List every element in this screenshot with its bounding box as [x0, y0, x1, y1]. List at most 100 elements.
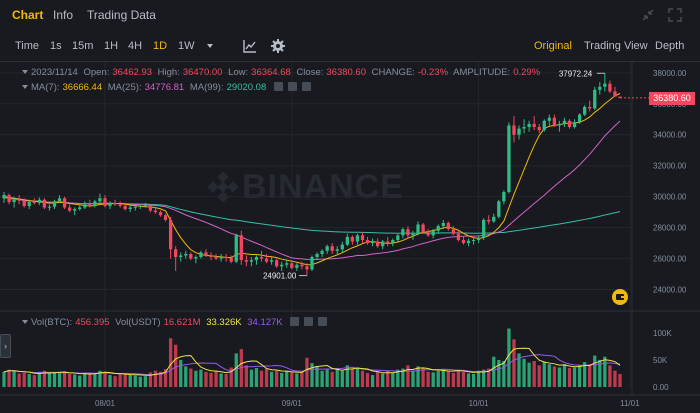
ma-close-icon[interactable]: [301, 82, 311, 91]
candle-body: [401, 229, 405, 236]
view-depth[interactable]: Depth: [655, 40, 685, 52]
candle-body: [103, 198, 107, 206]
candle-body: [613, 91, 617, 97]
coin-shortcut-button[interactable]: [612, 289, 628, 305]
interval-1h[interactable]: 1H: [104, 40, 119, 52]
watermark-text: BINANCE: [242, 168, 404, 206]
high-value: 36470.00: [182, 67, 223, 78]
candle-body: [78, 207, 82, 210]
candle-body: [290, 263, 294, 268]
volume-bar: [310, 363, 314, 387]
volume-bar: [73, 374, 77, 387]
vol-settings-icon[interactable]: [304, 317, 314, 326]
moving-average-lines: [3, 93, 621, 266]
candle-body: [123, 205, 127, 210]
vol-tick-label: 50K: [653, 356, 668, 365]
volume-bar: [52, 372, 57, 387]
tab-trading-data[interactable]: Trading Data: [87, 8, 156, 22]
volume-bar: [179, 359, 183, 387]
candle-body: [73, 209, 77, 211]
candle-body: [386, 241, 390, 244]
candle-body: [280, 264, 284, 267]
volume-bar: [572, 367, 577, 387]
candle-body: [128, 207, 132, 210]
interval-1w[interactable]: 1W: [178, 40, 195, 52]
fullscreen-icon[interactable]: [667, 7, 683, 23]
candle-body: [577, 114, 582, 123]
candle-body: [37, 199, 41, 203]
volume-bar: [98, 370, 102, 387]
volume-bar: [340, 370, 344, 387]
volume-bar: [32, 375, 36, 387]
candle-body: [254, 257, 259, 261]
collapse-arrow-icon[interactable]: [22, 70, 28, 74]
vol-usdt-label: Vol(USDT): [115, 317, 161, 328]
volume-bar: [512, 339, 516, 387]
candle-body: [133, 206, 137, 208]
interval-1s[interactable]: 1s: [50, 40, 62, 52]
volume-bar: [189, 368, 193, 387]
ma-settings-icon[interactable]: [287, 82, 297, 91]
x-tick-label: 08/01: [95, 399, 116, 408]
candle-body: [310, 257, 314, 270]
close-value: 36380.60: [326, 67, 366, 78]
chart-toolbar: Time 1s 15m 1H 4H 1D 1W Original Trading…: [0, 34, 700, 60]
volume-bar: [168, 338, 173, 387]
candle-body: [27, 202, 31, 206]
vol-visibility-icon[interactable]: [290, 317, 300, 326]
candle-body: [148, 205, 153, 211]
minimize-icon[interactable]: [640, 7, 656, 23]
candle-body: [174, 249, 178, 258]
toolbar-divider: [0, 61, 700, 62]
settings-gear-icon[interactable]: [270, 38, 286, 54]
x-tick-label: 10/01: [469, 399, 490, 408]
volume-bar: [305, 357, 309, 387]
candles-group: [2, 73, 622, 276]
candle-body: [497, 201, 501, 217]
candle-body: [269, 260, 274, 262]
collapse-arrow-icon[interactable]: [22, 320, 28, 324]
volume-bar: [108, 375, 112, 387]
open-value: 36462.93: [112, 67, 152, 78]
volume-bar: [148, 372, 153, 387]
volume-bar: [577, 365, 582, 387]
ma7-label: MA(7):: [31, 82, 60, 93]
indicator-chart-icon[interactable]: [242, 38, 258, 54]
expand-sidebar-handle[interactable]: ›: [0, 334, 11, 358]
y-tick-label: 38000.00: [653, 69, 687, 78]
more-intervals-chevron-down-icon[interactable]: [204, 40, 216, 52]
collapse-arrow-icon[interactable]: [22, 85, 28, 89]
volume-bar: [254, 368, 259, 387]
y-tick-label: 32000.00: [653, 162, 687, 171]
interval-time[interactable]: Time: [15, 40, 40, 52]
candle-body: [396, 235, 400, 240]
volume-bar: [118, 374, 122, 387]
interval-15m[interactable]: 15m: [72, 40, 94, 52]
interval-4h[interactable]: 4H: [128, 40, 143, 52]
ma-visibility-icon[interactable]: [273, 82, 283, 91]
candle-body: [199, 252, 203, 258]
candle-body: [7, 195, 11, 203]
x-tick-label: 09/01: [282, 399, 303, 408]
candle-body: [522, 127, 526, 129]
view-trading-view[interactable]: Trading View: [584, 40, 648, 52]
volume-bar: [275, 370, 279, 387]
volume-bar: [239, 349, 243, 387]
candle-body: [62, 198, 67, 208]
interval-1d[interactable]: 1D: [153, 40, 168, 52]
vol-close-icon[interactable]: [318, 317, 328, 326]
candle-body: [113, 202, 117, 205]
volume-bar: [62, 371, 67, 387]
tab-info[interactable]: Info: [53, 8, 74, 22]
tab-chart[interactable]: Chart: [12, 8, 44, 22]
view-original[interactable]: Original: [534, 40, 572, 52]
candle-body: [557, 123, 562, 126]
vol-usdt-value: 16.621M: [163, 317, 201, 328]
candle-body: [179, 255, 183, 258]
candle-body: [2, 195, 6, 199]
change-label: CHANGE:: [371, 67, 415, 78]
candle-body: [441, 222, 445, 227]
volume-bar: [264, 368, 269, 387]
candle-body: [517, 128, 521, 135]
